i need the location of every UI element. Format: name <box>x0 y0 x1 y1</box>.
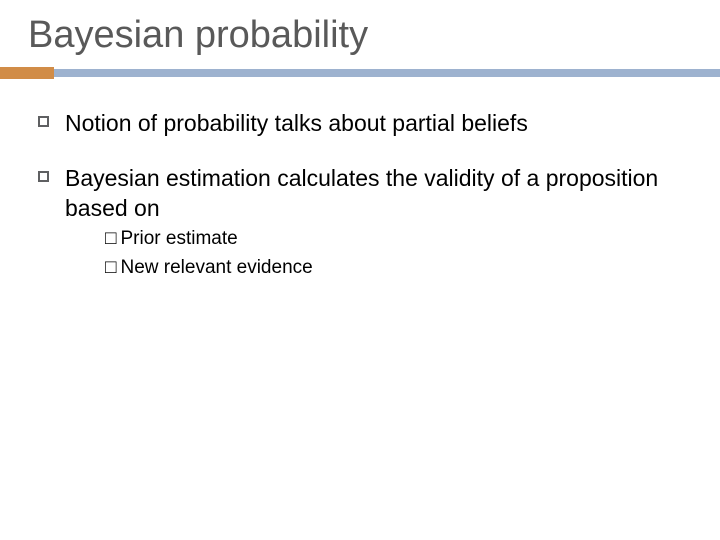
hollow-square-icon: □ <box>105 227 116 252</box>
bullet-text: Bayesian estimation calculates the valid… <box>65 164 682 223</box>
sub-bullet-text: Prior estimate <box>120 227 237 252</box>
bullet-item: Notion of probability talks about partia… <box>38 109 682 138</box>
sub-bullet-text: New relevant evidence <box>120 256 312 281</box>
rule-accent <box>0 67 54 79</box>
sub-bullet-group: □ Prior estimate □ New relevant evidence <box>65 227 682 280</box>
slide-title: Bayesian probability <box>0 0 720 67</box>
bullet-text: Notion of probability talks about partia… <box>65 109 528 138</box>
hollow-square-icon: □ <box>105 256 116 281</box>
sub-bullet-item: □ Prior estimate <box>105 227 682 252</box>
sub-bullet-item: □ New relevant evidence <box>105 256 682 281</box>
rule-bar <box>54 69 720 77</box>
square-bullet-icon <box>38 116 49 127</box>
bullet-item: Bayesian estimation calculates the valid… <box>38 164 682 284</box>
square-bullet-icon <box>38 171 49 182</box>
title-rule <box>0 67 720 79</box>
slide-body: Notion of probability talks about partia… <box>0 79 720 285</box>
